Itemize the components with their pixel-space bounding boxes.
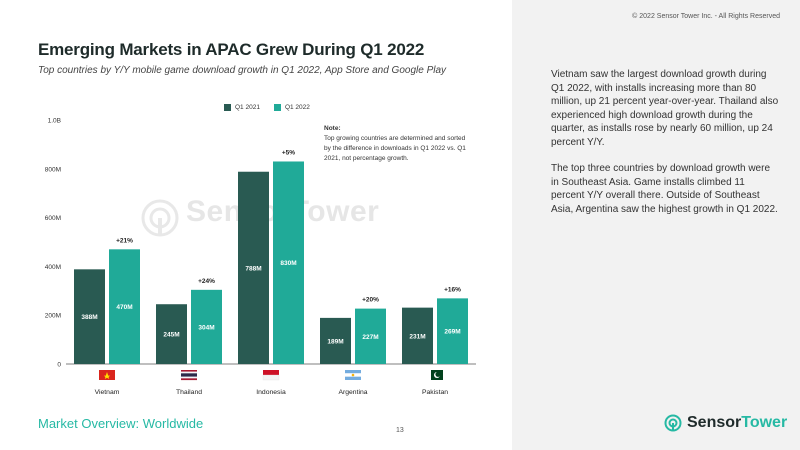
bar-q1-2022 [191,289,222,364]
bar-q1-2022 [109,249,140,364]
legend-item-q1-2021: Q1 2021 [224,104,260,111]
thailand-flag-icon [181,370,197,372]
legend-swatch-q1-2021 [224,104,231,111]
thailand-flag-icon [181,375,197,377]
growth-label: +21% [116,237,133,244]
y-tick-label: 200M [45,313,61,320]
bar-q1-2021 [238,171,269,364]
brand-logo: SensorTower [664,414,787,432]
bar-q1-2021 [74,269,105,364]
bar-value-label: 269M [444,329,460,336]
sensor-tower-watermark-icon [141,199,179,237]
bar-q1-2021 [156,304,187,364]
legend-swatch-q1-2022 [273,104,281,111]
growth-label: +24% [198,278,215,285]
pakistan-flag-crescent-icon [435,371,441,377]
bar-q1-2022 [437,298,468,364]
y-tick-label: 0 [57,362,61,369]
bar-value-label: 830M [280,260,296,267]
section-footer: Market Overview: Worldwide [38,416,204,431]
growth-label: +16% [444,286,461,293]
note-text: Top growing countries are determined and… [324,135,466,162]
bar-q1-2021 [402,307,433,364]
commentary-panel [512,0,800,450]
copyright-text: © 2022 Sensor Tower Inc. - All Rights Re… [632,13,780,20]
bar-value-label: 227M [362,334,378,341]
bar-value-label: 388M [81,314,97,321]
bar-value-label: 231M [409,333,425,340]
indonesia-flag-icon [262,374,280,381]
bar-value-label: 189M [327,338,343,345]
x-tick-label: Indonesia [256,389,286,396]
growth-label: +20% [362,297,379,304]
bar-q1-2022 [355,308,386,364]
indonesia-flag-icon [263,370,279,375]
argentina-flag-icon [345,376,361,380]
y-tick-label: 800M [45,166,61,173]
commentary-paragraph-1: Vietnam saw the largest download growth … [551,69,779,148]
legend-label-q1-2022: Q1 2022 [284,104,310,111]
vietnam-flag-star-icon [103,372,111,379]
bar-value-label: 245M [163,332,179,339]
y-tick-label: 1.0B [48,118,61,125]
chart-legend: Q1 2021 Q1 2022 [224,104,310,111]
thailand-flag-icon [181,373,197,376]
x-tick-label: Thailand [176,389,202,396]
sensor-tower-logo-icon [664,414,682,432]
bar-q1-2021 [320,317,351,364]
page-number: 13 [396,427,404,434]
x-tick-label: Pakistan [422,389,448,396]
commentary-paragraph-2: The top three countries by download grow… [551,163,778,215]
x-tick-label: Vietnam [95,389,120,396]
brand-name-part1: Sensor [687,414,742,431]
commentary-text: Vietnam saw the largest download growth … [551,68,779,229]
bar-value-label: 304M [198,324,214,331]
note-title: Note: [324,125,341,132]
chart-note: Note: Top growing countries are determin… [324,124,469,164]
legend-label-q1-2021: Q1 2021 [235,104,260,111]
thailand-flag-icon [181,376,197,379]
legend-item-q1-2022: Q1 2022 [273,104,310,111]
thailand-flag-icon [181,378,197,381]
growth-label: +5% [282,149,295,156]
page-title: Emerging Markets in APAC Grew During Q1 … [38,40,425,59]
bar-value-label: 470M [116,304,132,311]
argentina-flag-sun-icon [351,373,355,377]
bar-value-label: 788M [245,265,261,272]
page-subtitle: Top countries by Y/Y mobile game downloa… [38,65,447,76]
x-tick-label: Argentina [338,389,367,396]
y-tick-label: 600M [45,215,61,222]
brand-name-part2: Tower [741,414,788,431]
argentina-flag-icon [345,370,361,374]
thailand-flag-icon [181,371,197,374]
bar-chart: 0 200M 400M 600M 800M 1.0B 388M 470M +21% Vietnam… [45,118,476,396]
bar-q1-2022 [273,161,304,364]
y-tick-label: 400M [45,264,61,271]
pakistan-flag-icon [427,370,431,380]
